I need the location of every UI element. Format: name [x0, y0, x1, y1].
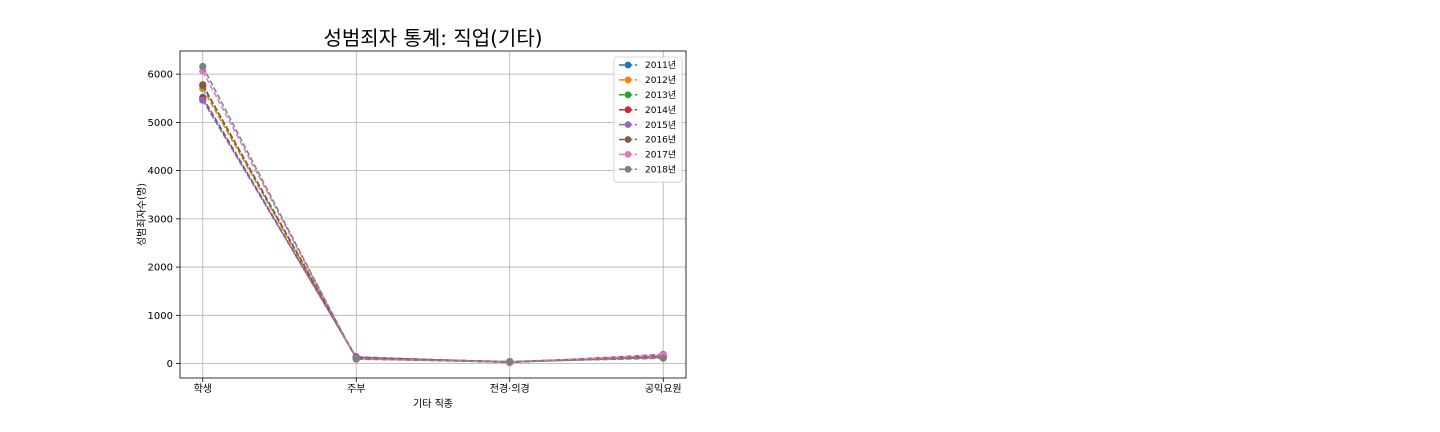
legend-item: 2014년 — [619, 105, 676, 116]
series-line — [202, 99, 664, 364]
legend-label: 2011년 — [645, 60, 676, 71]
legend-marker — [624, 121, 632, 128]
y-tick-label: 0 — [167, 359, 173, 370]
chart-title: 성범죄자 통계: 직업(기타) — [323, 26, 542, 50]
series-2011년 — [199, 93, 667, 366]
plot-frame — [179, 50, 687, 379]
series-2014년 — [199, 95, 667, 366]
y-tick-label: 3000 — [148, 214, 173, 225]
legend: 2011년 2012년 2013년 2014년 2015년 2016년 2017년 2018년 — [613, 56, 683, 183]
y-tick-label: 5000 — [148, 118, 173, 129]
series-line — [202, 88, 664, 363]
legend-item: 2015년 — [619, 120, 676, 131]
x-axis-label: 기타 직종 — [413, 398, 453, 410]
legend-marker — [624, 61, 632, 69]
legend-box — [613, 56, 683, 183]
series-2016년 — [199, 81, 667, 366]
legend-item: 2018년 — [619, 165, 676, 176]
legend-marker — [624, 165, 632, 173]
x-tick-label: 공익요원 — [645, 383, 682, 395]
data-point — [199, 96, 207, 104]
y-tick-label: 1000 — [148, 311, 173, 322]
y-axis: 0 1000 2000 3000 4000 5000 6000 — [148, 70, 180, 370]
legend-label: 2017년 — [645, 150, 676, 161]
x-tick-label: 전경·의경 — [490, 382, 530, 395]
legend-label: 2012년 — [645, 75, 676, 86]
grid — [180, 51, 686, 378]
legend-item: 2017년 — [619, 150, 676, 161]
y-tick-label: 4000 — [148, 166, 173, 177]
legend-label: 2014년 — [645, 105, 676, 116]
data-point — [506, 358, 514, 366]
series-line — [202, 96, 664, 363]
y-tick-label: 2000 — [148, 263, 173, 274]
data-point — [659, 354, 667, 362]
series-line — [202, 84, 664, 363]
x-tick-label: 주부 — [347, 384, 365, 395]
series-line — [202, 66, 664, 363]
legend-item: 2011년 — [619, 60, 676, 71]
legend-marker — [624, 91, 632, 99]
legend-label: 2018년 — [645, 165, 676, 176]
legend-item: 2012년 — [619, 75, 676, 86]
series-2015년 — [199, 96, 667, 367]
legend-marker — [624, 106, 632, 114]
data-point — [199, 62, 207, 71]
legend-item: 2016년 — [619, 135, 676, 146]
data-point — [352, 355, 360, 363]
legend-item: 2013년 — [619, 90, 676, 101]
data-point — [199, 81, 207, 89]
x-axis: 학생 주부 전경·의경 공익요원 — [194, 378, 682, 395]
series-2018년 — [199, 62, 667, 366]
series-line — [202, 98, 664, 363]
series-2013년 — [199, 82, 667, 366]
series-2012년 — [199, 85, 667, 366]
series-line — [202, 70, 664, 363]
series-2017년 — [199, 67, 667, 366]
y-tick-label: 6000 — [148, 70, 173, 81]
y-axis-label: 성범죄자수(명) — [136, 183, 148, 246]
legend-marker — [624, 151, 632, 158]
series-line — [202, 85, 664, 364]
legend-label: 2013년 — [645, 90, 676, 101]
legend-label: 2015년 — [645, 120, 676, 131]
legend-marker — [624, 76, 632, 84]
legend-marker — [624, 136, 632, 143]
x-tick-label: 학생 — [194, 383, 212, 395]
series-group — [199, 62, 667, 367]
legend-label: 2016년 — [645, 135, 676, 146]
